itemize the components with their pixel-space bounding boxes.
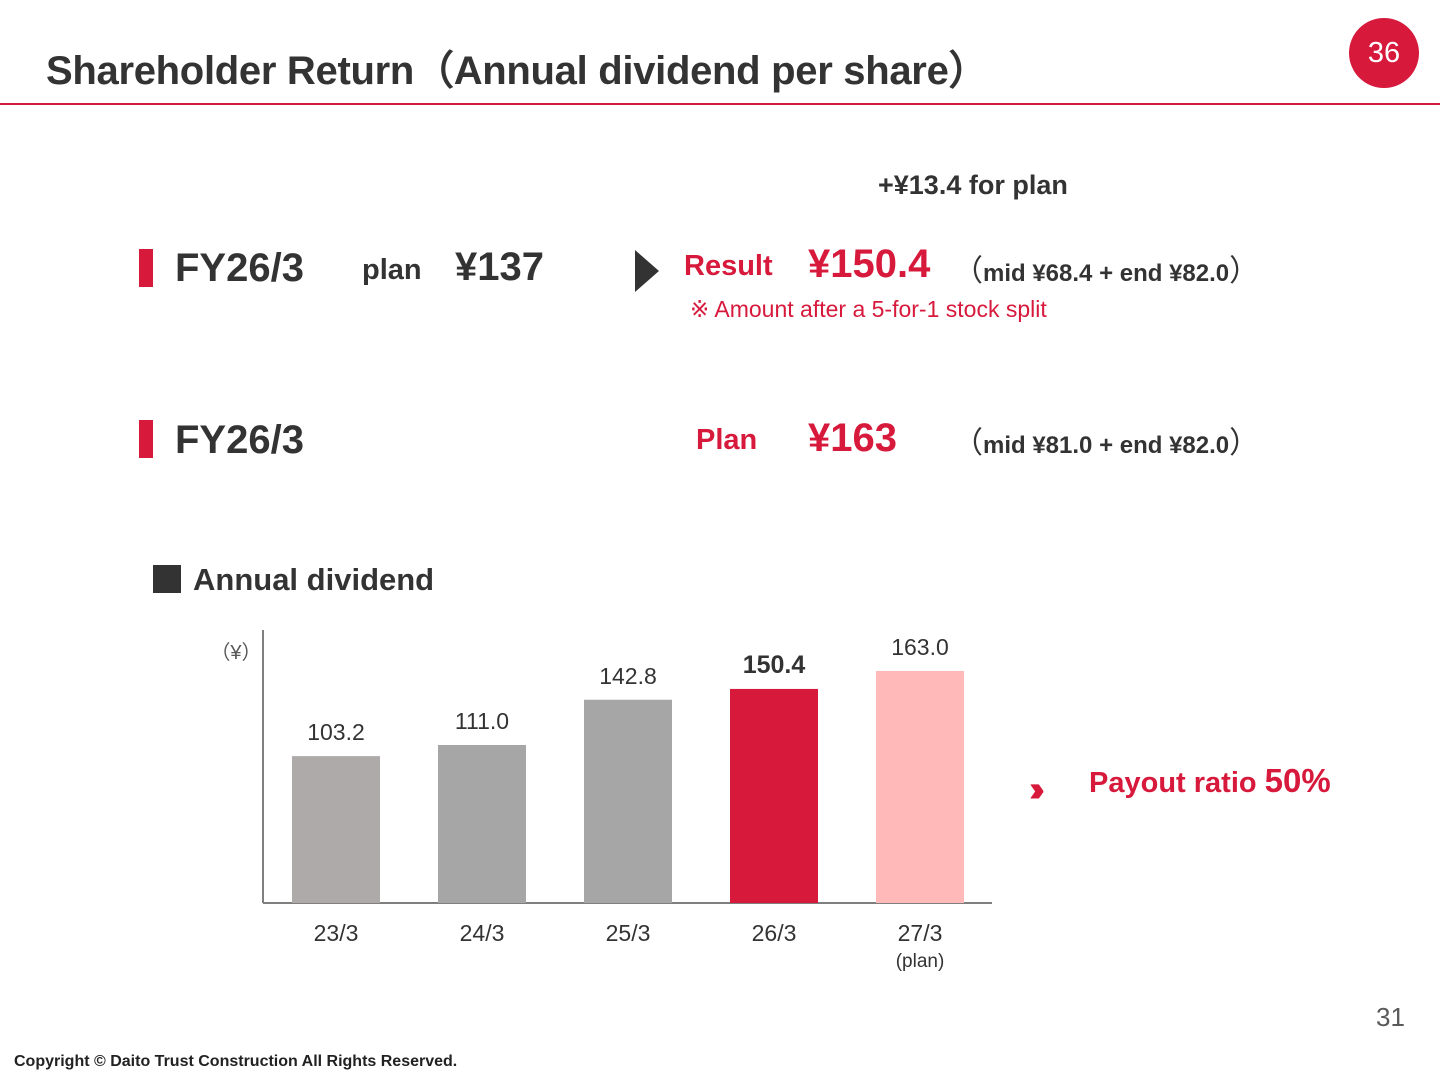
delta-note: +¥13.4 for plan [878,170,1068,200]
x-tick-label: 25/3 [606,920,651,946]
x-tick-sublabel: (plan) [896,951,945,972]
row1-breakdown-text: mid ¥68.4 + end ¥82.0 [983,260,1230,287]
row2-breakdown-text: mid ¥81.0 + end ¥82.0 [983,432,1230,459]
data-label-27-3: 163.0 [891,634,949,660]
row1-plan-value: ¥137 [455,245,544,289]
row2-marker [139,420,153,458]
payout-ratio: Payout ratio 50% [1089,762,1331,800]
row1-fy-label: FY26/3 [175,246,304,290]
row1-breakdown: （mid ¥68.4 + end ¥82.0） [953,246,1259,290]
row2-plan-label: Plan [696,424,758,456]
data-label-23-3: 103.2 [307,719,365,745]
x-tick-label: 24/3 [460,920,505,946]
data-label-24-3: 111.0 [455,708,509,734]
data-label-26-3: 150.4 [743,651,806,679]
bar-23-3 [292,756,380,903]
row1-paren-open: （ [953,255,983,288]
title-divider [0,103,1440,105]
arrow-right-icon [635,250,659,292]
row2-breakdown: （mid ¥81.0 + end ¥82.0） [953,418,1259,462]
payout-ratio-value: 50% [1264,762,1331,799]
bar-27-3 [876,671,964,903]
row2-paren-close: ） [1229,427,1260,460]
x-tick-label: 23/3 [314,920,359,946]
stock-split-note: ※ Amount after a 5-for-1 stock split [690,296,1047,322]
row1-plan-label: plan [362,254,422,286]
row1-marker [139,249,153,287]
row2-paren-open: （ [953,427,983,460]
copyright: Copyright © Daito Trust Construction All… [14,1053,458,1070]
section-title: Annual dividend [193,562,435,597]
y-unit-label: （¥） [210,641,261,664]
double-chevron-right-icon: ›› [1029,768,1045,809]
page-badge: 36 [1349,18,1419,88]
bar-26-3 [730,688,818,903]
bar-25-3 [584,699,672,903]
page-number: 31 [1376,1002,1405,1032]
page-title: Shareholder Return（Annual dividend per s… [46,49,989,93]
data-label-25-3: 142.8 [599,663,657,689]
bar-24-3 [438,745,526,903]
row1-result-value: ¥150.4 [808,242,931,286]
payout-ratio-label: Payout ratio [1089,767,1265,799]
x-tick-label: 27/3 [898,920,943,946]
row1-result-label: Result [684,250,773,282]
section-square-icon [153,565,181,593]
row2-fy-label: FY26/3 [175,418,304,462]
x-tick-label: 26/3 [752,920,797,946]
row2-plan-value: ¥163 [808,416,897,460]
row1-paren-close: ） [1229,255,1260,288]
